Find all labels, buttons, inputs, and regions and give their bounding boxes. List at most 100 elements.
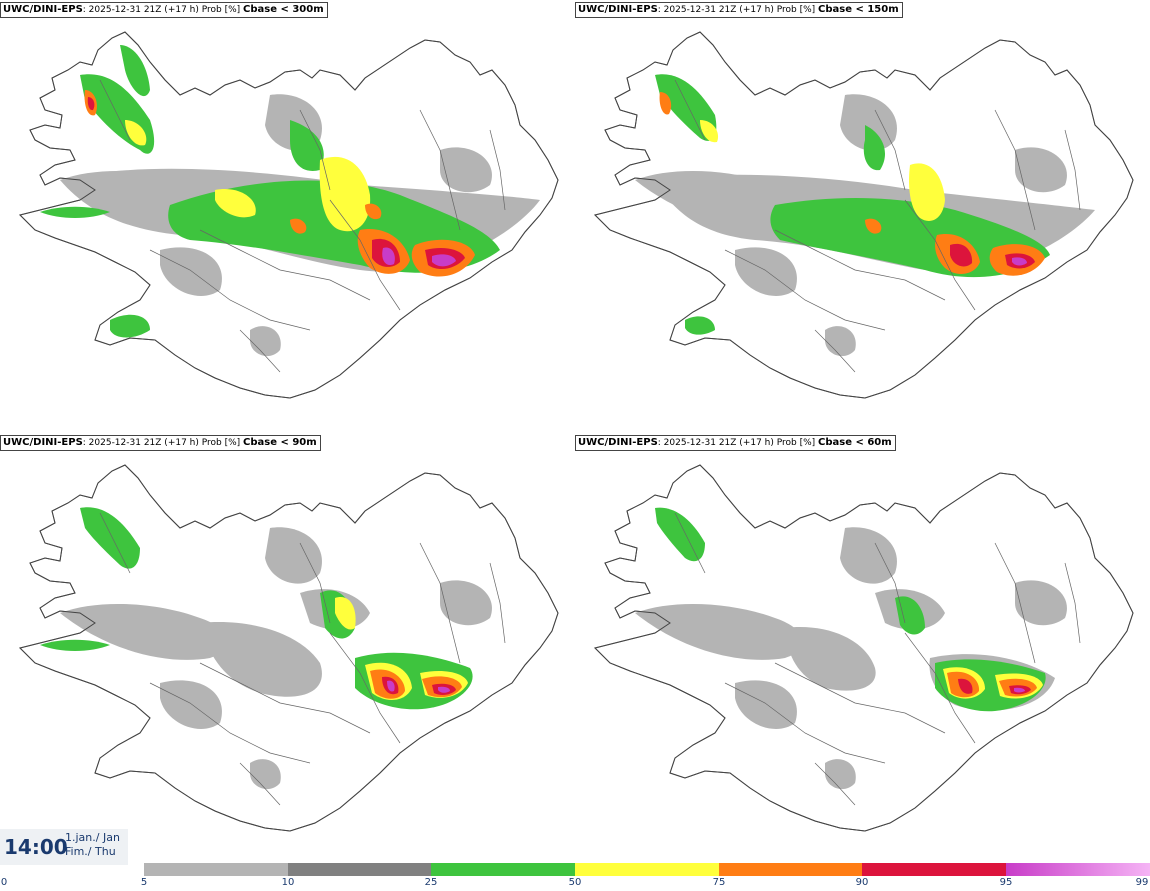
map-panel-300m: UWC/DINI-EPS: 2025-12-31 21Z (+17 h) Pro… [0, 0, 575, 430]
probability-area-yellow [909, 163, 945, 221]
probability-area-magenta [1012, 257, 1027, 266]
boundary-line [239, 762, 281, 806]
probability-area-low [1015, 147, 1067, 193]
legend-tick: 75 [712, 877, 726, 888]
probability-area-yellow [215, 189, 256, 218]
boundary-line [874, 109, 906, 191]
boundary-line [149, 682, 311, 764]
valid-time: 14:00 [4, 835, 68, 859]
boundary-line [1064, 562, 1081, 644]
probability-area-low [1015, 580, 1067, 626]
probability-area-gray [200, 622, 322, 697]
probability-area-orange [659, 92, 672, 115]
legend-tick: 0 [0, 877, 8, 888]
legend-band-50-75 [575, 863, 719, 876]
legend-tick: 50 [568, 877, 582, 888]
probability-area-low [440, 580, 492, 626]
boundary-line [814, 762, 856, 806]
boundary-line [724, 249, 886, 331]
boundary-line [904, 199, 976, 311]
probability-area-yellow [700, 120, 719, 143]
probability-area-yellow [125, 120, 147, 146]
probability-area-low [825, 326, 856, 357]
boundary-line [994, 109, 1036, 231]
legend-band-95-99 [1006, 863, 1150, 876]
boundary-line [99, 79, 131, 141]
probability-area-magenta [1014, 687, 1025, 693]
probability-area-green [863, 125, 885, 171]
map-panel-150m: UWC/DINI-EPS: 2025-12-31 21Z (+17 h) Pro… [575, 0, 1150, 430]
panel-title: UWC/DINI-EPS: 2025-12-31 21Z (+17 h) Pro… [575, 435, 896, 451]
panel-title: UWC/DINI-EPS: 2025-12-31 21Z (+17 h) Pro… [0, 2, 328, 18]
probability-area-green [120, 45, 150, 97]
probability-area-green [80, 507, 140, 569]
iceland-coastline-outline [19, 464, 559, 832]
boundary-line [774, 229, 946, 301]
probability-area-low [250, 326, 281, 357]
boundary-line [419, 109, 461, 231]
legend-tick: 5 [140, 877, 148, 888]
probability-area-magenta [438, 686, 450, 693]
probability-area-low [735, 680, 797, 729]
probability-area-low [825, 759, 856, 790]
probability-area-low [60, 603, 229, 660]
probability-area-red [87, 97, 95, 111]
boundary-line [199, 662, 371, 734]
boundary-line [239, 329, 281, 373]
probability-area-orange [865, 218, 882, 234]
legend-band-5-10 [144, 863, 288, 876]
boundary-line [329, 632, 401, 744]
iceland-map [594, 31, 1134, 399]
probability-area-green [770, 198, 1050, 278]
probability-area-low [735, 247, 797, 296]
boundary-line [724, 682, 886, 764]
probability-area-low [440, 147, 492, 193]
probability-area-green [40, 639, 110, 651]
iceland-coastline-outline [19, 31, 559, 399]
boundary-line [489, 129, 506, 211]
probability-area-low [160, 247, 222, 296]
boundary-line [419, 542, 461, 664]
probability-area-low [840, 94, 897, 151]
panel-title: UWC/DINI-EPS: 2025-12-31 21Z (+17 h) Pro… [575, 2, 903, 18]
probability-area-red [950, 243, 973, 267]
boundary-line [994, 542, 1036, 664]
iceland-map [594, 464, 1134, 832]
probability-legend: 0 5 10 25 50 75 90 95 99 [0, 862, 1150, 891]
probability-area-low [265, 527, 322, 584]
probability-area-orange [365, 203, 382, 220]
boundary-line [1064, 129, 1081, 211]
legend-band-25-50 [431, 863, 575, 876]
probability-area-green [290, 120, 324, 171]
probability-area-gray [785, 627, 876, 691]
boundary-line [774, 662, 946, 734]
legend-tick: 99 [1135, 877, 1149, 888]
valid-time-box: 14:00 1.jan./ Jan Fim./ Thu [0, 829, 128, 865]
date-line-2: Fim./ Thu [65, 845, 116, 858]
boundary-line [874, 542, 906, 624]
boundary-line [674, 79, 706, 141]
probability-area-magenta [387, 680, 395, 692]
legend-tick: 90 [855, 877, 869, 888]
map-panel-90m: UWC/DINI-EPS: 2025-12-31 21Z (+17 h) Pro… [0, 433, 575, 863]
iceland-coastline-outline [594, 464, 1134, 832]
probability-area-green [895, 596, 925, 635]
probability-area-magenta [432, 254, 456, 267]
map-panel-60m: UWC/DINI-EPS: 2025-12-31 21Z (+17 h) Pro… [575, 433, 1150, 863]
date-line-1: 1.jan./ Jan [65, 831, 120, 844]
boundary-line [329, 199, 401, 311]
probability-area-green [110, 314, 150, 338]
probability-area-orange [290, 218, 307, 234]
legend-tick: 95 [999, 877, 1013, 888]
probability-area-yellow [319, 156, 371, 232]
probability-area-low [635, 603, 804, 660]
boundary-line [814, 329, 856, 373]
boundary-line [489, 562, 506, 644]
probability-area-magenta [382, 247, 395, 266]
legend-band-75-90 [719, 863, 862, 876]
boundary-line [299, 109, 331, 191]
probability-area-yellow [335, 597, 356, 630]
probability-area-low [160, 680, 222, 729]
legend-tick: 10 [281, 877, 295, 888]
probability-area-low [250, 759, 281, 790]
